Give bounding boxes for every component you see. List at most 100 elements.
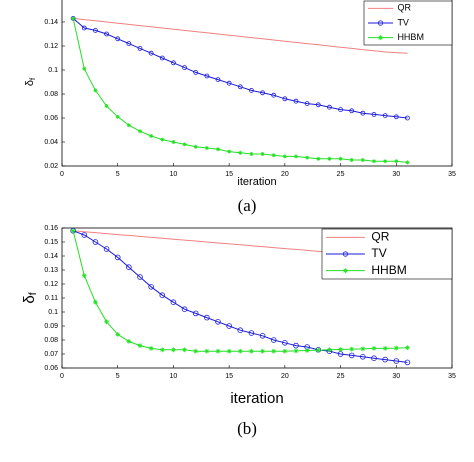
point [304, 348, 310, 353]
point [148, 50, 154, 56]
point [148, 346, 154, 351]
point [159, 55, 165, 61]
point [227, 149, 232, 154]
point [182, 142, 187, 147]
point [104, 319, 109, 325]
point [171, 347, 176, 353]
point [182, 65, 187, 70]
point [371, 355, 377, 362]
x-tick-label: 5 [116, 171, 120, 178]
y-tick-label: 0.08 [44, 91, 58, 98]
point [81, 25, 87, 31]
legend-marker [342, 268, 348, 274]
point [160, 137, 165, 142]
series-line [72, 18, 408, 119]
point [293, 348, 299, 354]
caption: (a) [238, 196, 257, 215]
point [338, 347, 343, 352]
point [371, 112, 377, 117]
point [138, 129, 142, 134]
y-tick-label: 0.1 [48, 67, 58, 74]
y-tick-label: 0.15 [44, 239, 58, 246]
point [349, 346, 355, 352]
point [327, 104, 332, 110]
y-tick-label: 0.07 [44, 351, 58, 358]
caption: (b) [237, 419, 257, 438]
point [249, 88, 254, 93]
point [115, 332, 121, 337]
point [372, 159, 376, 164]
point [360, 346, 366, 352]
point [171, 60, 176, 66]
legend-label: TV [397, 17, 409, 27]
point [405, 160, 410, 165]
point [293, 98, 299, 104]
point [215, 77, 221, 82]
y-axis-symbol: δ [21, 295, 38, 303]
y-tick-label: 0.04 [44, 139, 58, 146]
y-axis-subscript: f [28, 77, 37, 80]
point [348, 352, 355, 359]
legend-label: HHBM [397, 32, 424, 42]
y-tick-label: 0.12 [44, 281, 58, 288]
point [126, 264, 132, 271]
point [260, 90, 265, 96]
point [382, 113, 388, 118]
point [104, 31, 109, 37]
x-tick-label: 5 [116, 373, 120, 380]
plot-frame [61, 0, 453, 167]
point [71, 16, 76, 21]
point [270, 337, 277, 343]
point [170, 299, 177, 306]
point [249, 152, 254, 156]
point [248, 330, 255, 336]
point [338, 156, 343, 161]
point [405, 115, 410, 121]
point [204, 73, 210, 79]
point [282, 96, 288, 102]
x-tick-label: 20 [281, 171, 289, 178]
point [260, 348, 265, 354]
point [237, 84, 243, 90]
point [93, 88, 98, 93]
point [82, 66, 87, 71]
point [93, 299, 98, 305]
x-tick-label: 30 [392, 171, 400, 178]
legend-label: QR [397, 3, 411, 13]
point [349, 108, 355, 114]
point [226, 348, 232, 354]
legend-marker [342, 251, 349, 257]
legend-label: TV [371, 246, 386, 260]
point [159, 347, 165, 353]
point [282, 348, 288, 354]
point [327, 347, 332, 353]
point [81, 232, 88, 238]
series-line [72, 230, 408, 363]
point [316, 156, 321, 161]
point [193, 348, 199, 354]
x-tick-label: 15 [225, 171, 233, 178]
y-axis-label: δf [24, 77, 37, 86]
y-tick-label: 0.02 [44, 163, 58, 170]
x-tick-label: 30 [392, 373, 400, 380]
point [92, 239, 99, 245]
y-axis-label: δf [21, 292, 39, 303]
x-tick-label: 35 [448, 171, 456, 178]
point [294, 154, 298, 159]
point [193, 70, 199, 75]
point [382, 356, 388, 363]
y-tick-label: 0.14 [44, 253, 58, 260]
point [126, 41, 132, 46]
point [315, 102, 321, 108]
point [271, 92, 277, 98]
point [260, 152, 265, 156]
point [93, 27, 98, 33]
point [282, 339, 288, 346]
legend-label: HHBM [371, 263, 406, 277]
point [360, 110, 366, 116]
point [360, 158, 365, 162]
legend-marker [377, 20, 384, 26]
x-tick-label: 25 [337, 171, 345, 178]
point [181, 306, 188, 313]
